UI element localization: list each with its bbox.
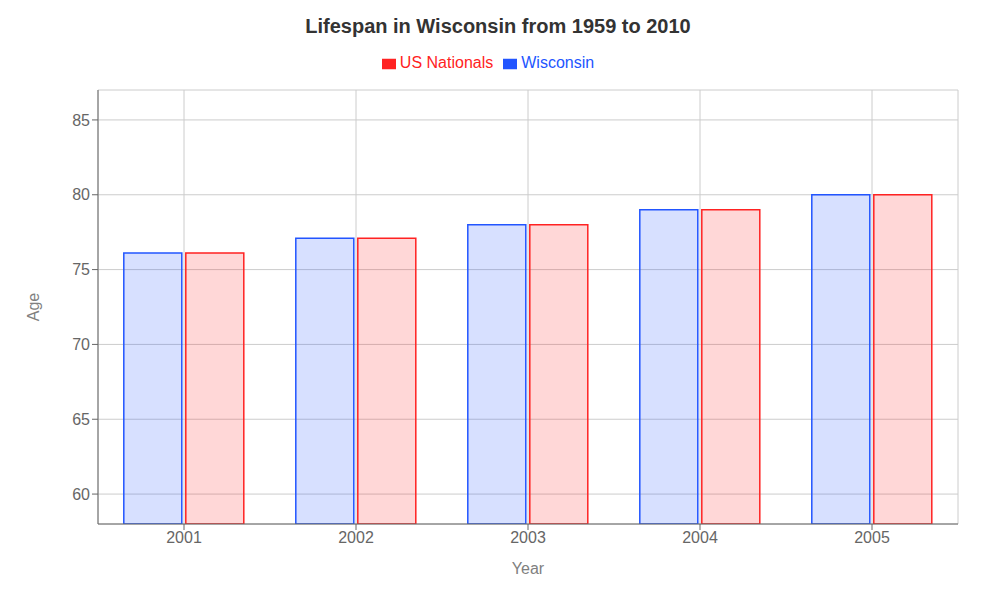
svg-text:2003: 2003 — [510, 529, 546, 546]
html-text:Lifespan in Wisconsin from 195: Lifespan in Wisconsin from 1959 to 2010 — [305, 15, 691, 37]
svg-text:75: 75 — [72, 261, 90, 278]
svg-text:70: 70 — [72, 336, 90, 353]
svg-text:60: 60 — [72, 486, 90, 503]
html-text:Wisconsin: Wisconsin — [521, 54, 595, 71]
svg-text:Age: Age — [25, 293, 42, 322]
svg-text:2001: 2001 — [166, 529, 202, 546]
svg-text:65: 65 — [72, 411, 90, 428]
svg-text:2002: 2002 — [338, 529, 374, 546]
html-text:US Nationals: US Nationals — [399, 54, 494, 71]
svg-text:Year: Year — [512, 560, 545, 577]
svg-text:85: 85 — [72, 112, 90, 129]
svg-text:2005: 2005 — [854, 529, 890, 546]
svg-text:2004: 2004 — [682, 529, 718, 546]
svg-text:80: 80 — [72, 186, 90, 203]
